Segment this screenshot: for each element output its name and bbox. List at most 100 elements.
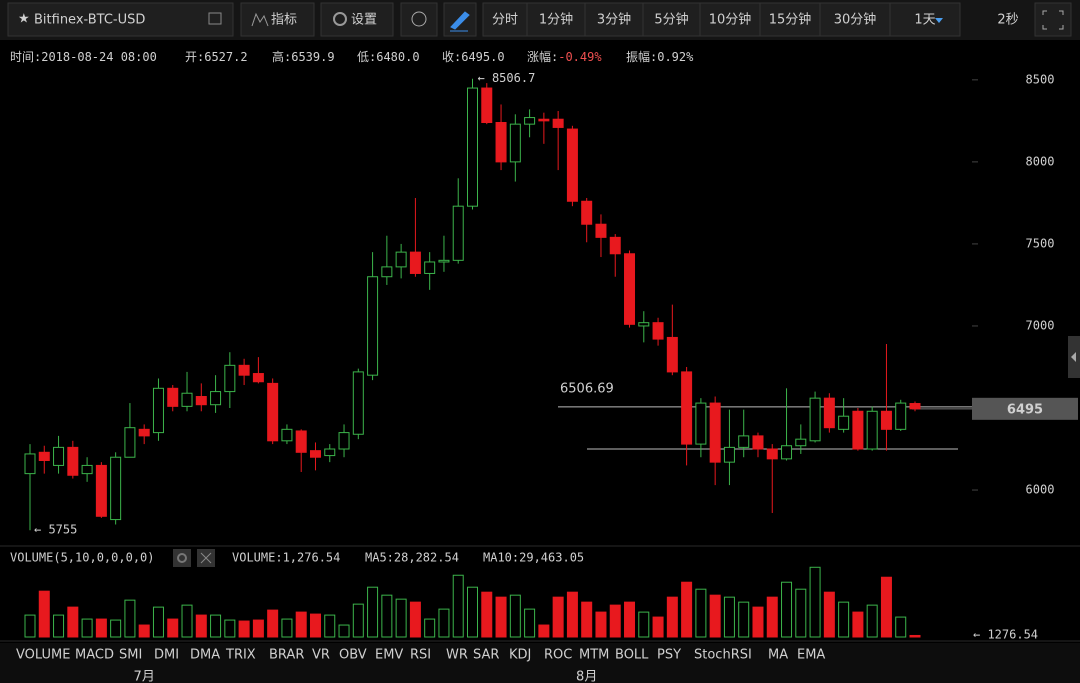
candle-body bbox=[124, 427, 136, 458]
indicator-tab[interactable]: MA bbox=[768, 648, 788, 663]
volume-bar bbox=[552, 596, 564, 638]
indicator-tab[interactable]: BOLL bbox=[615, 648, 649, 663]
candle-body bbox=[195, 396, 207, 406]
volume-title: VOLUME(5,10,0,0,0,0) bbox=[10, 551, 155, 565]
fullscreen-button[interactable] bbox=[1034, 2, 1072, 37]
indicator-tab[interactable]: WR bbox=[446, 648, 468, 663]
volume-bar bbox=[809, 566, 821, 638]
info-value: 6527.2 bbox=[204, 50, 247, 64]
volume-bar bbox=[481, 591, 493, 638]
volume-bar bbox=[524, 608, 536, 638]
candle-body bbox=[95, 464, 107, 517]
indicator-tab[interactable]: StochRSI bbox=[694, 648, 752, 663]
interval-button[interactable] bbox=[642, 2, 701, 37]
candle-body bbox=[409, 251, 421, 274]
interval-button[interactable] bbox=[526, 2, 586, 37]
volume-bar bbox=[152, 606, 164, 638]
indicator-tab[interactable]: VOLUME bbox=[16, 648, 70, 663]
volume-bar bbox=[738, 601, 750, 638]
candle-body bbox=[38, 451, 50, 462]
last-price: 6495 bbox=[1007, 402, 1043, 417]
candle-body bbox=[823, 397, 835, 429]
volume-bar bbox=[681, 581, 693, 638]
symbol-box[interactable] bbox=[7, 2, 234, 37]
indicator-tab[interactable]: RSI bbox=[410, 648, 431, 663]
indicator-icon bbox=[251, 12, 269, 27]
indicator-tab[interactable]: MTM bbox=[579, 648, 609, 663]
candle-body bbox=[723, 446, 735, 463]
indicator-tab[interactable]: SMI bbox=[119, 648, 142, 663]
indicator-tab[interactable]: TRIX bbox=[225, 648, 256, 663]
volume-bar bbox=[624, 601, 636, 638]
toolbar-button[interactable] bbox=[320, 2, 394, 37]
indicator-tab[interactable]: DMI bbox=[154, 648, 179, 663]
volume-bar bbox=[381, 594, 393, 638]
theme-button[interactable] bbox=[400, 2, 438, 37]
indicator-tab[interactable]: SAR bbox=[473, 648, 499, 663]
interval-button[interactable] bbox=[759, 2, 821, 37]
indicator-tab[interactable]: OBV bbox=[339, 648, 367, 663]
indicator-tab[interactable]: PSY bbox=[657, 648, 681, 663]
interval-button[interactable] bbox=[889, 2, 961, 37]
volume-bar bbox=[709, 594, 721, 638]
candle-body bbox=[581, 200, 593, 225]
info-item: 涨幅:-0.49% bbox=[527, 49, 602, 64]
indicator-tab[interactable]: KDJ bbox=[509, 648, 531, 663]
indicator-tab[interactable]: VR bbox=[312, 648, 330, 663]
volume-bar bbox=[38, 590, 50, 638]
volume-bar bbox=[409, 601, 421, 638]
info-label: 低: bbox=[357, 50, 376, 64]
candle-body bbox=[624, 253, 636, 325]
volume-bar bbox=[267, 609, 279, 638]
interval-label: 3分钟 bbox=[597, 12, 631, 28]
volume-bar bbox=[609, 604, 621, 638]
interval-button[interactable] bbox=[482, 2, 528, 37]
info-label: 开: bbox=[185, 50, 204, 64]
candle-body bbox=[609, 236, 621, 255]
toolbar-button[interactable] bbox=[240, 2, 315, 37]
indicator-tab[interactable]: DMA bbox=[190, 648, 220, 663]
indicator-tab[interactable]: EMV bbox=[375, 648, 403, 663]
info-value: 6480.0 bbox=[376, 50, 419, 64]
volume-stat: VOLUME:1,276.54 bbox=[232, 551, 340, 565]
interval-button[interactable] bbox=[819, 2, 891, 37]
interval-button[interactable] bbox=[699, 2, 761, 37]
volume-bar bbox=[124, 599, 136, 638]
candle-body bbox=[352, 371, 364, 435]
min-label: ← 5755 bbox=[34, 523, 77, 537]
y-tick-label: 6000 bbox=[1026, 483, 1055, 497]
candle-body bbox=[738, 435, 750, 448]
candle-body bbox=[309, 450, 321, 458]
interval-label: 5分钟 bbox=[654, 12, 688, 28]
volume-bar bbox=[181, 604, 193, 638]
interval-button[interactable] bbox=[584, 2, 644, 37]
candle-body bbox=[795, 438, 807, 447]
candle-body bbox=[238, 364, 250, 376]
volume-bar bbox=[424, 618, 436, 638]
candle-body bbox=[552, 118, 564, 128]
volume-bar bbox=[252, 619, 264, 638]
interval-label: 15分钟 bbox=[769, 12, 812, 28]
candle-body bbox=[181, 392, 193, 407]
dropdown-caret bbox=[935, 18, 943, 23]
indicator-tab[interactable]: EMA bbox=[797, 648, 825, 663]
candle-body bbox=[67, 446, 79, 476]
info-label: 振幅: bbox=[626, 49, 657, 64]
indicator-tab[interactable]: MACD bbox=[75, 648, 114, 663]
volume-settings[interactable] bbox=[173, 549, 191, 567]
info-item: 低:6480.0 bbox=[357, 50, 420, 64]
indicator-tab[interactable]: BRAR bbox=[269, 648, 304, 663]
candle-body bbox=[324, 448, 336, 457]
candle-body bbox=[110, 456, 122, 521]
indicator-tab[interactable]: ROC bbox=[544, 648, 572, 663]
candle-body bbox=[538, 118, 550, 122]
candle-body bbox=[381, 266, 393, 278]
y-tick-label: 8000 bbox=[1026, 154, 1055, 168]
info-value: 6539.9 bbox=[291, 50, 334, 64]
max-label: ← 8506.7 bbox=[478, 71, 536, 85]
candle-body bbox=[909, 403, 921, 410]
interval-label: 30分钟 bbox=[834, 12, 877, 28]
volume-stat: MA10:29,463.05 bbox=[483, 551, 584, 565]
volume-bar bbox=[395, 598, 407, 638]
